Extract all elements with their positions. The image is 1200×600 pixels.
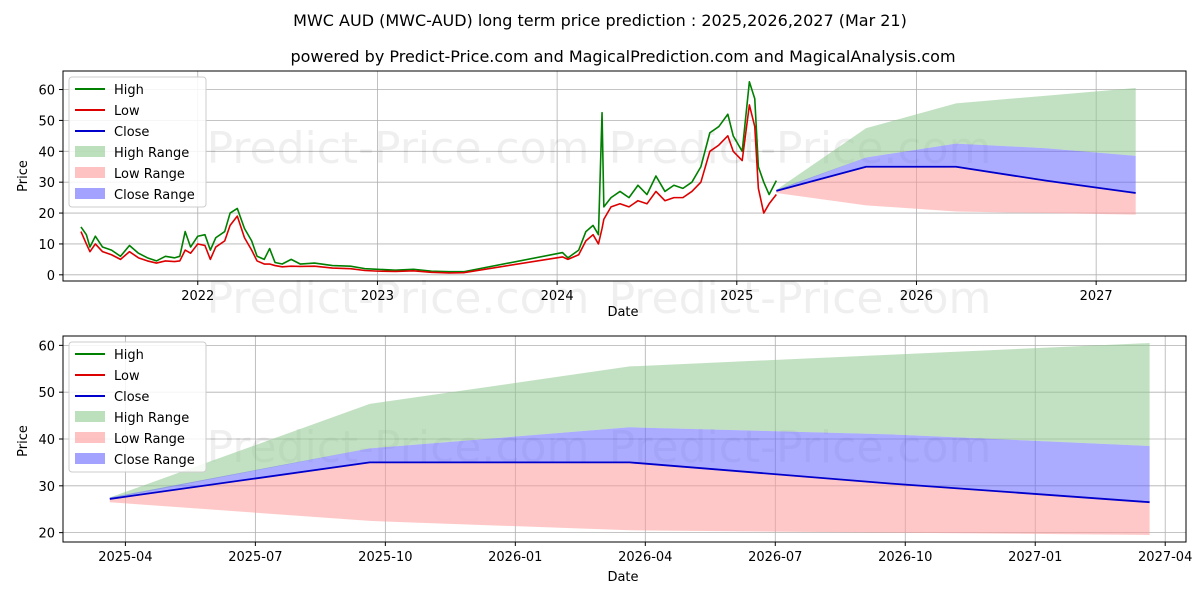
chart-title: MWC AUD (MWC-AUD) long term price predic…	[293, 11, 907, 30]
x-tick-label: 2026-10	[878, 550, 932, 565]
chart-subtitle: powered by Predict-Price.com and Magical…	[290, 47, 955, 66]
high-range-band	[776, 87, 1136, 191]
legend-label: Low	[114, 104, 140, 119]
legend-label: Low Range	[114, 167, 185, 182]
legend-label: Close	[114, 390, 149, 405]
legend-swatch-high-range	[75, 411, 105, 422]
legend-label: Low	[114, 369, 140, 384]
legend-label: High	[114, 83, 144, 98]
legend-swatch-low-range	[75, 167, 105, 178]
x-tick-label: 2026-04	[618, 550, 672, 565]
y-tick-label: 60	[38, 84, 55, 99]
legend-swatch-high-range	[75, 146, 105, 157]
y-tick-label: 50	[38, 114, 55, 129]
y-tick-label: 30	[38, 480, 55, 495]
low-range-band	[109, 462, 1150, 535]
high-range-band	[109, 343, 1150, 499]
y-tick-label: 40	[38, 433, 55, 448]
legend-swatch-close-range	[75, 188, 105, 199]
y-axis-label: Price	[16, 160, 31, 192]
y-tick-label: 30	[38, 176, 55, 191]
y-tick-label: 0	[47, 269, 55, 284]
x-tick-label: 2025-07	[228, 550, 282, 565]
legend-label: High Range	[114, 411, 189, 426]
high-price-line	[80, 81, 778, 273]
x-tick-label: 2026-07	[748, 550, 802, 565]
y-tick-label: 10	[38, 238, 55, 253]
y-tick-label: 50	[38, 386, 55, 401]
y-tick-label: 20	[38, 527, 55, 542]
x-tick-label: 2023	[361, 289, 394, 304]
x-tick-label: 2025-04	[98, 550, 152, 565]
close-range-band	[109, 427, 1150, 503]
y-tick-label: 60	[38, 339, 55, 354]
close-prediction-line	[109, 461, 1150, 504]
plot-frame	[62, 70, 1187, 282]
legend-label: Close Range	[114, 453, 195, 468]
x-axis-label: Date	[607, 570, 638, 585]
legend-label: Close Range	[114, 188, 195, 203]
x-tick-label: 2024	[541, 289, 574, 304]
prediction-chart-panel: Predict-Price.com Predict-Price.com Date…	[16, 335, 1192, 585]
x-tick-label: 2027-01	[1008, 550, 1062, 565]
legend-label: Close	[114, 125, 149, 140]
x-tick-label: 2022	[181, 289, 214, 304]
legend-swatch-low-range	[75, 432, 105, 443]
legend-label: High Range	[114, 146, 189, 161]
y-axis-label: Price	[16, 425, 31, 457]
x-tick-label: 2026-01	[488, 550, 542, 565]
x-axis-label: Date	[607, 305, 638, 320]
x-tick-label: 2025	[720, 289, 753, 304]
legend-label: High	[114, 348, 144, 363]
y-tick-label: 40	[38, 145, 55, 160]
x-tick-label: 2025-10	[358, 550, 412, 565]
legend-label: Low Range	[114, 432, 185, 447]
history-chart-panel: Predict-Price.com Predict-Price.com Pred…	[16, 70, 1187, 324]
close-prediction-line	[776, 165, 1136, 194]
legend-swatch-close-range	[75, 453, 105, 464]
watermark-text: Predict-Price.com	[207, 123, 590, 174]
low-price-line	[80, 104, 777, 274]
y-tick-label: 20	[38, 207, 55, 222]
x-tick-label: 2027	[1080, 289, 1113, 304]
low-range-band	[776, 166, 1136, 215]
x-tick-label: 2026	[900, 289, 933, 304]
x-tick-label: 2027-04	[1138, 550, 1192, 565]
